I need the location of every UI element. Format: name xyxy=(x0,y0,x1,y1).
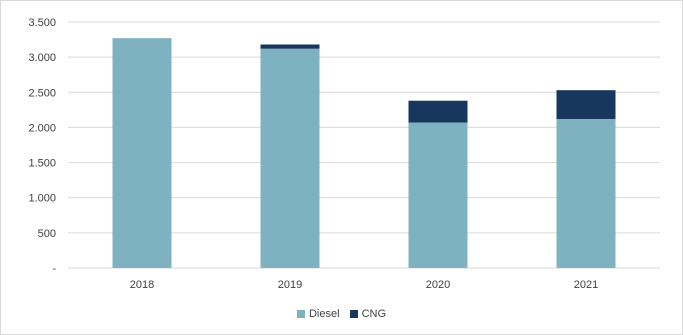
bar-cng-2020 xyxy=(408,100,468,123)
y-tick-label: 500 xyxy=(38,228,56,240)
x-axis-ticks: 2018 2019 2020 2021 xyxy=(130,279,598,291)
x-tick-label: 2018 xyxy=(130,279,154,291)
y-tick-label: 1.500 xyxy=(28,158,56,170)
x-tick-label: 2019 xyxy=(278,279,302,291)
bars xyxy=(112,38,616,269)
bar-diesel-2018 xyxy=(112,38,172,269)
legend-item-diesel: Diesel xyxy=(296,308,340,320)
legend-item-cng: CNG xyxy=(349,308,387,320)
legend-swatch xyxy=(349,310,358,318)
y-tick-label: 3.500 xyxy=(28,17,56,29)
x-tick-label: 2020 xyxy=(426,279,450,291)
x-tick-label: 2021 xyxy=(574,279,598,291)
y-tick-label: 1.000 xyxy=(28,193,56,205)
bar-cng-2021 xyxy=(556,90,616,119)
legend-label: CNG xyxy=(361,308,387,320)
y-tick-label: - xyxy=(52,263,56,275)
y-tick-label: 2.000 xyxy=(28,122,56,134)
legend-swatch xyxy=(296,310,305,318)
bar-diesel-2021 xyxy=(556,118,616,268)
y-tick-label: 3.000 xyxy=(28,52,56,64)
bar-cng-2019 xyxy=(260,44,320,49)
bar-diesel-2020 xyxy=(408,122,468,268)
y-tick-label: 2.500 xyxy=(28,87,56,99)
legend: Diesel CNG xyxy=(0,308,683,320)
legend-label: Diesel xyxy=(308,308,340,320)
bar-diesel-2019 xyxy=(260,48,320,268)
y-axis-ticks: - 500 1.000 1.500 2.000 2.500 3.000 3.500 xyxy=(28,17,56,275)
